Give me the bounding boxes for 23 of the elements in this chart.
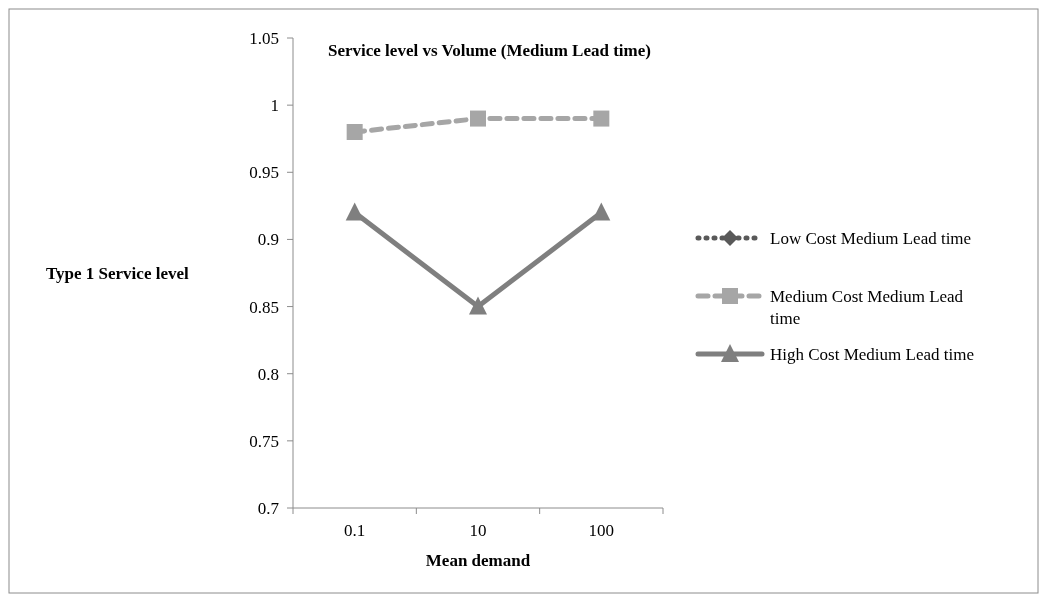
y-tick-label: 0.95 (249, 163, 279, 183)
legend-label: High Cost Medium Lead time (770, 344, 974, 364)
y-tick-label: 0.9 (257, 230, 279, 250)
y-tick-label: 0.7 (257, 498, 280, 518)
point (469, 296, 487, 315)
point (592, 202, 611, 221)
legend-label: Medium Cost Medium Lead time (770, 286, 964, 329)
point (593, 110, 610, 127)
x-tick-label: 10 (469, 521, 487, 540)
x-tick-label: 0.1 (344, 521, 366, 540)
y-tick-label: 0.8 (257, 364, 279, 384)
point (346, 124, 363, 140)
x-axis-title: Mean demand (425, 551, 531, 570)
legend-label: Low Cost Medium Lead time (770, 228, 972, 248)
y-tick-label: 0.75 (249, 431, 279, 451)
chart-title: Service level vs Volume (Medium Lead time) (328, 41, 651, 60)
y-tick-label: 1 (270, 96, 279, 116)
y-tick-label: 0.85 (249, 297, 279, 317)
point (470, 110, 486, 127)
y-tick-label: 1.05 (249, 28, 279, 48)
point (345, 202, 364, 221)
y-axis-title: Type 1 Service level (46, 263, 189, 283)
x-tick-label: 100 (588, 521, 615, 540)
